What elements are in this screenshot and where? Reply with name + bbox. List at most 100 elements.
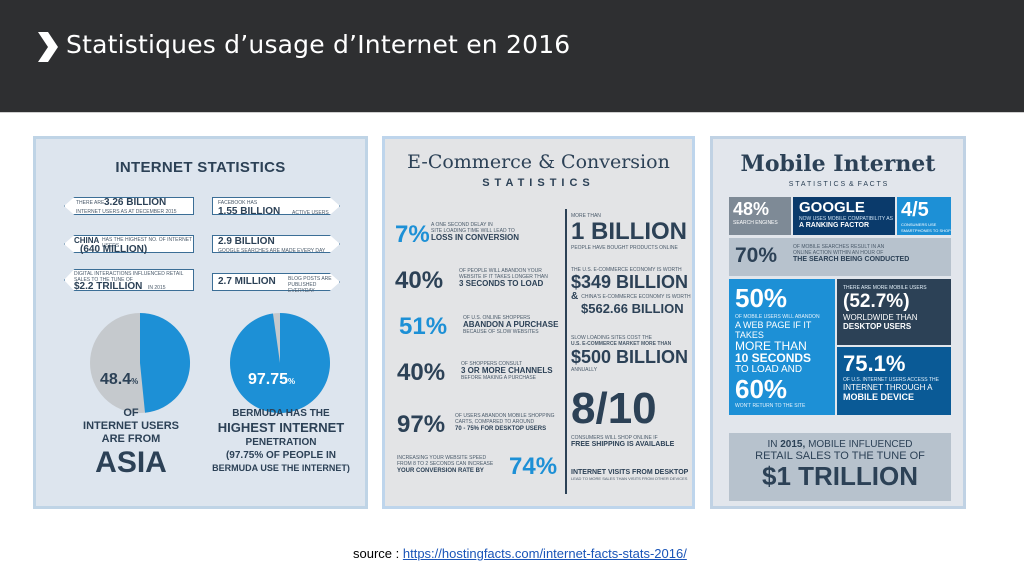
stat-text: IN	[767, 439, 778, 450]
stat-value: 50%	[735, 283, 788, 313]
caption-line: ASIA	[95, 446, 167, 479]
stat-text: OF U.S. ONLINE SHOPPERS	[463, 315, 531, 321]
stat-text: OF MOBILE USERS WILL ABANDON	[735, 314, 820, 320]
stat-text: A WEB PAGE IF IT TAKES	[735, 320, 812, 340]
stat-text: DESKTOP USERS	[843, 322, 912, 331]
stat-text: CONSUMERS WILL SHOP ONLINE IF	[571, 435, 658, 441]
mobile-internet-panel: Mobile Internet S T A T I S T I C S & F …	[710, 136, 966, 509]
stat-text-group: A ONE SECOND DELAY IN SITE LOADING TIME W…	[431, 222, 531, 242]
divider	[565, 209, 567, 494]
stat-text: NOW USES MOBILE COMPATIBILITY AS	[799, 216, 893, 222]
panel-title: Mobile Internet	[740, 151, 936, 177]
stat-value: 2.7 MILLION	[218, 276, 276, 287]
stat-group: MORE THAN 1 BILLION PEOPLE HAVE BOUGHT P…	[571, 213, 691, 251]
stat-text: A ONE SECOND DELAY IN	[431, 222, 493, 228]
stat-text: BLOG POSTS ARE PUBLISHED EVERYDAY	[288, 276, 332, 294]
stat-text: CONSUMERS USE SMARTPHONES TO SHOP	[901, 222, 951, 233]
stat-text: FACEBOOK HAS	[218, 200, 258, 206]
stat-text-group: INCREASING YOUR WEBSITE SPEED FROM 8 TO 2…	[397, 455, 517, 475]
stat-value: 1.55 BILLION	[218, 206, 281, 217]
stat-value: 48%	[733, 199, 770, 219]
pie-slice	[230, 313, 331, 413]
stat-text: INCREASING YOUR WEBSITE SPEED	[397, 455, 487, 461]
stat-text: 3 SECONDS TO LOAD	[459, 279, 544, 288]
source-link[interactable]: https://hostingfacts.com/internet-facts-…	[402, 546, 687, 561]
stat-text: 10 SECONDS	[735, 351, 812, 365]
stat-group: SLOW LOADING SITES COST THE U.S. E-COMME…	[571, 335, 691, 373]
stat-text: LEAD TO MORE SALES THAN VISITS FROM OTHE…	[571, 476, 688, 481]
stat-value: 70%	[735, 244, 778, 267]
stat-value: $562.66 BILLION	[581, 301, 684, 316]
slide-title: Statistiques d’usage d’Internet en 2016	[66, 30, 571, 59]
stat-text: GOOGLE SEARCHES ARE MADE EVERY DAY	[218, 248, 326, 254]
stat-text: WEBSITE IF IT TAKES LONGER THAN	[459, 274, 548, 280]
stat-text-group: OF PEOPLE WILL ABANDON YOUR WEBSITE IF IT…	[459, 268, 559, 288]
stat-group: INTERNET VISITS FROM DESKTOP LEAD TO MOR…	[571, 469, 691, 482]
stat-value: 4/5	[901, 199, 929, 221]
stat-box: 70% OF MOBILE SEARCHES RESULT IN AN ONLIN…	[729, 238, 951, 276]
stat-box: IN 2015, MOBILE INFLUENCED RETAIL SALES …	[729, 433, 951, 501]
stat-text: CHINA'S E-COMMERCE ECONOMY IS WORTH	[581, 293, 691, 300]
stat-text: OF PEOPLE WILL ABANDON YOUR	[459, 268, 542, 274]
stat-value: 7%	[395, 221, 430, 248]
source-line: source : https://hostingfacts.com/intern…	[353, 546, 687, 561]
ecommerce-panel: E-Commerce & Conversion STATISTICS 7% A …	[382, 136, 695, 509]
stat-text: ANNUALLY	[571, 367, 598, 373]
pie-value: 48.4	[100, 371, 132, 388]
stat-value: 1 BILLION	[571, 218, 688, 245]
stat-box: 50% OF MOBILE USERS WILL ABANDON A WEB P…	[729, 279, 835, 415]
stat-text: LOSS IN CONVERSION	[431, 233, 520, 242]
asia-caption: OF INTERNET USERS ARE FROM ASIA	[76, 407, 186, 480]
caption-line: BERMUDA HAS THE	[232, 408, 330, 419]
stat-text: WORLDWIDE THAN	[843, 313, 918, 322]
caption-line: BERMUDA USE THE INTERNET)	[212, 463, 350, 473]
stat-row: IN 2015, MOBILE INFLUENCED	[729, 433, 951, 450]
stat-arrow	[212, 273, 340, 291]
pie-chart-bermuda	[230, 313, 331, 413]
stat-text: BECAUSE OF SLOW WEBSITES	[463, 329, 539, 335]
pie-slice	[140, 313, 191, 413]
stat-arrow	[64, 269, 194, 291]
chevron-right-icon	[38, 32, 58, 62]
stat-text: RETAIL SALES TO THE TUNE OF	[755, 450, 925, 462]
stat-text: THERE ARE MORE MOBILE USERS	[843, 285, 927, 291]
stat-text: MOBILE INFLUENCED	[808, 439, 913, 450]
stat-text: PEOPLE HAVE BOUGHT PRODUCTS ONLINE	[571, 245, 678, 251]
stat-box: 4/5 CONSUMERS USE SMARTPHONES TO SHOP	[897, 197, 951, 235]
stat-text: SLOW LOADING SITES COST THE	[571, 335, 652, 341]
stat-text: OF U.S. INTERNET USERS ACCESS THE	[843, 377, 939, 383]
caption-line: PENETRATION	[245, 437, 317, 448]
caption-line: (97.75% OF PEOPLE IN	[225, 450, 337, 461]
stat-text: A RANKING FACTOR	[799, 222, 869, 229]
stat-text-group: OF SHOPPERS CONSULT 3 OR MORE CHANNELS BEF…	[461, 361, 561, 381]
stat-box: GOOGLE NOW USES MOBILE COMPATIBILITY AS …	[793, 197, 895, 235]
stat-text-group: OF USERS ABANDON MOBILE SHOPPING CARTS, C…	[455, 413, 565, 433]
stat-box: 75.1% OF U.S. INTERNET USERS ACCESS THE …	[837, 347, 951, 415]
stat-value: GOOGLE	[799, 199, 865, 216]
stat-value: $2.2 TRILLION	[74, 281, 143, 292]
pie-label: 97.75%	[248, 371, 295, 389]
stat-value: (52.7%)	[843, 291, 910, 312]
pie-unit: %	[288, 377, 296, 386]
stat-text: INTERNET USERS AS AT DECEMBER 2015	[76, 209, 177, 215]
stat-arrow	[64, 235, 194, 253]
stat-text: IN 2015	[148, 285, 166, 291]
pie-label: 48.4%	[100, 371, 138, 389]
stat-value: 40%	[397, 359, 446, 386]
stat-value: 40%	[395, 267, 444, 294]
stat-text: CARTS, COMPARED TO AROUND	[455, 419, 535, 425]
internet-statistics-panel: INTERNET STATISTICS THERE ARE 3.26 BILLI…	[33, 136, 368, 509]
stat-value: 8/10	[571, 384, 657, 433]
stat-box: 48% SEARCH ENGINES	[729, 197, 791, 235]
stat-arrow	[64, 197, 194, 215]
stat-text: &	[571, 291, 579, 302]
stat-value: (640 MILLION)	[80, 244, 148, 255]
stat-text: OF SHOPPERS CONSULT	[461, 361, 523, 367]
stat-text: OF USERS ABANDON MOBILE SHOPPING	[455, 413, 555, 419]
stat-text: THE SEARCH BEING CONDUCTED	[793, 256, 910, 263]
stat-value: 2.9 BILLION	[218, 236, 275, 247]
stat-value: $1 TRILLION	[761, 461, 918, 491]
caption-line: OF	[123, 407, 139, 419]
stat-text: INTERNET VISITS FROM DESKTOP	[571, 469, 689, 476]
stat-text: MOBILE DEVICE	[843, 392, 915, 402]
